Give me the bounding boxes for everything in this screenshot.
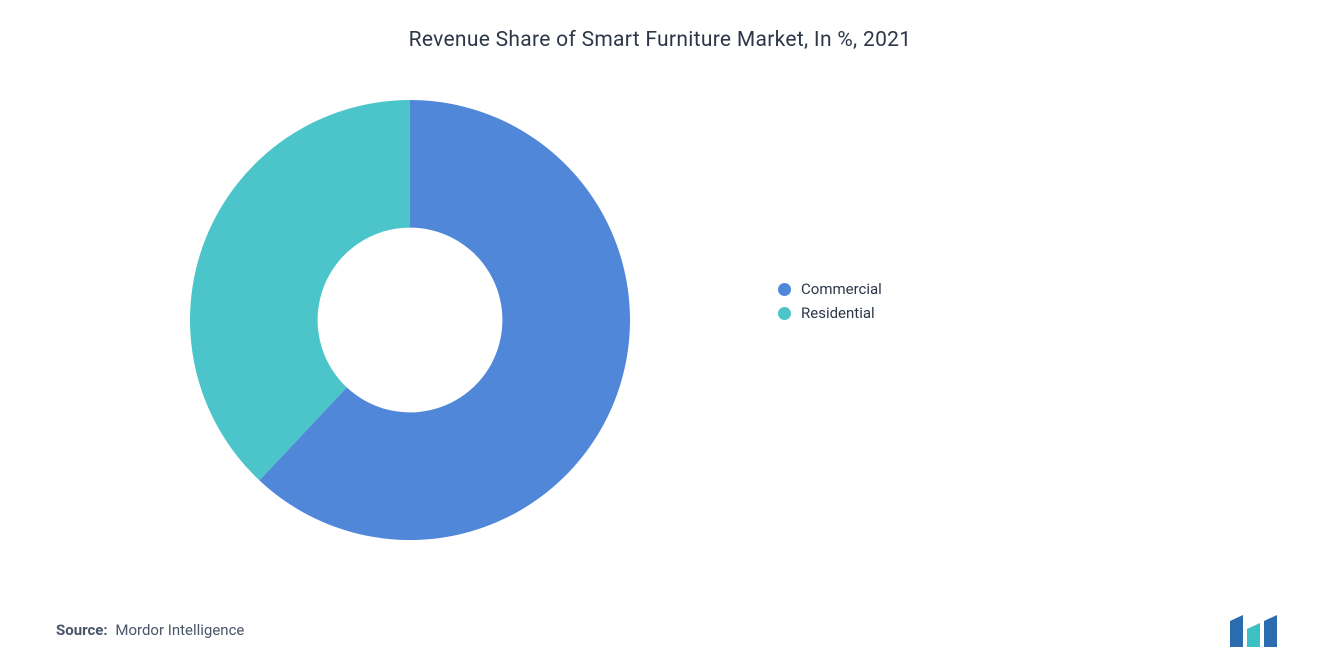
legend-label: Residential (801, 304, 875, 322)
chart-title: Revenue Share of Smart Furniture Market,… (409, 28, 912, 52)
brand-logo (1230, 611, 1284, 647)
chart-legend: Commercial Residential (778, 280, 882, 328)
legend-item-commercial: Commercial (778, 280, 882, 298)
source-label: Source: (56, 621, 108, 639)
legend-marker-icon (778, 283, 791, 296)
logo-bar-icon (1230, 615, 1243, 647)
chart-container: Revenue Share of Smart Furniture Market,… (0, 0, 1320, 665)
legend-marker-icon (778, 307, 791, 320)
donut-chart (190, 100, 630, 540)
logo-bar-icon (1247, 623, 1260, 647)
legend-item-residential: Residential (778, 304, 882, 322)
source-attribution: Source: Mordor Intelligence (56, 621, 244, 639)
legend-label: Commercial (801, 280, 882, 298)
logo-bar-icon (1264, 615, 1277, 647)
source-text: Mordor Intelligence (115, 621, 244, 639)
